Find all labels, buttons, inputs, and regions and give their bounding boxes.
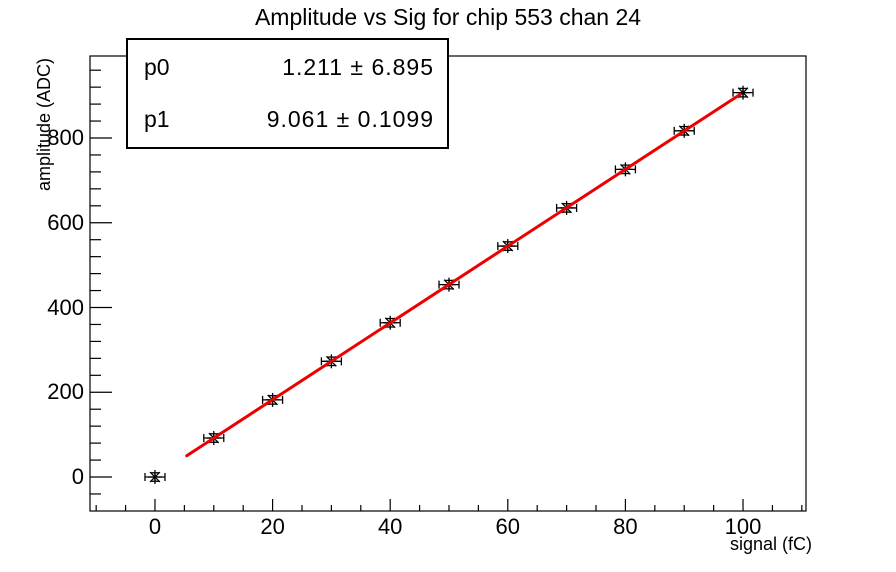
fit-stats-box: p0 1.211 ± 6.895 p1 9.061 ± 0.1099	[126, 38, 449, 149]
param-name-p0: p0	[144, 54, 170, 81]
param-name-p1: p1	[144, 105, 170, 132]
x-axis-title: signal (fC)	[729, 534, 812, 554]
chart-title: Amplitude vs Sig for chip 553 chan 24	[254, 4, 642, 30]
y-tick-label: 800	[47, 124, 84, 150]
data-point-marker	[149, 471, 161, 483]
x-tick-label: 100	[724, 514, 762, 539]
y-tick-label: 200	[47, 379, 84, 405]
stats-row-p1: p1 9.061 ± 0.1099	[144, 106, 434, 133]
x-tick-label: 80	[613, 514, 638, 539]
x-tick-label: 0	[148, 514, 162, 539]
fit-line	[185, 92, 742, 458]
y-tick-label: 400	[47, 294, 84, 320]
y-tick-label: 0	[71, 464, 84, 489]
y-tick-label: 600	[47, 209, 84, 235]
x-tick-label: 60	[495, 514, 521, 539]
param-value-p0: 1.211 ± 6.895	[282, 54, 434, 81]
x-tick-label: 20	[260, 514, 285, 539]
param-value-p1: 9.061 ± 0.1099	[266, 105, 434, 132]
x-tick-label: 40	[377, 514, 403, 539]
stats-row-p0: p0 1.211 ± 6.895	[144, 54, 434, 81]
